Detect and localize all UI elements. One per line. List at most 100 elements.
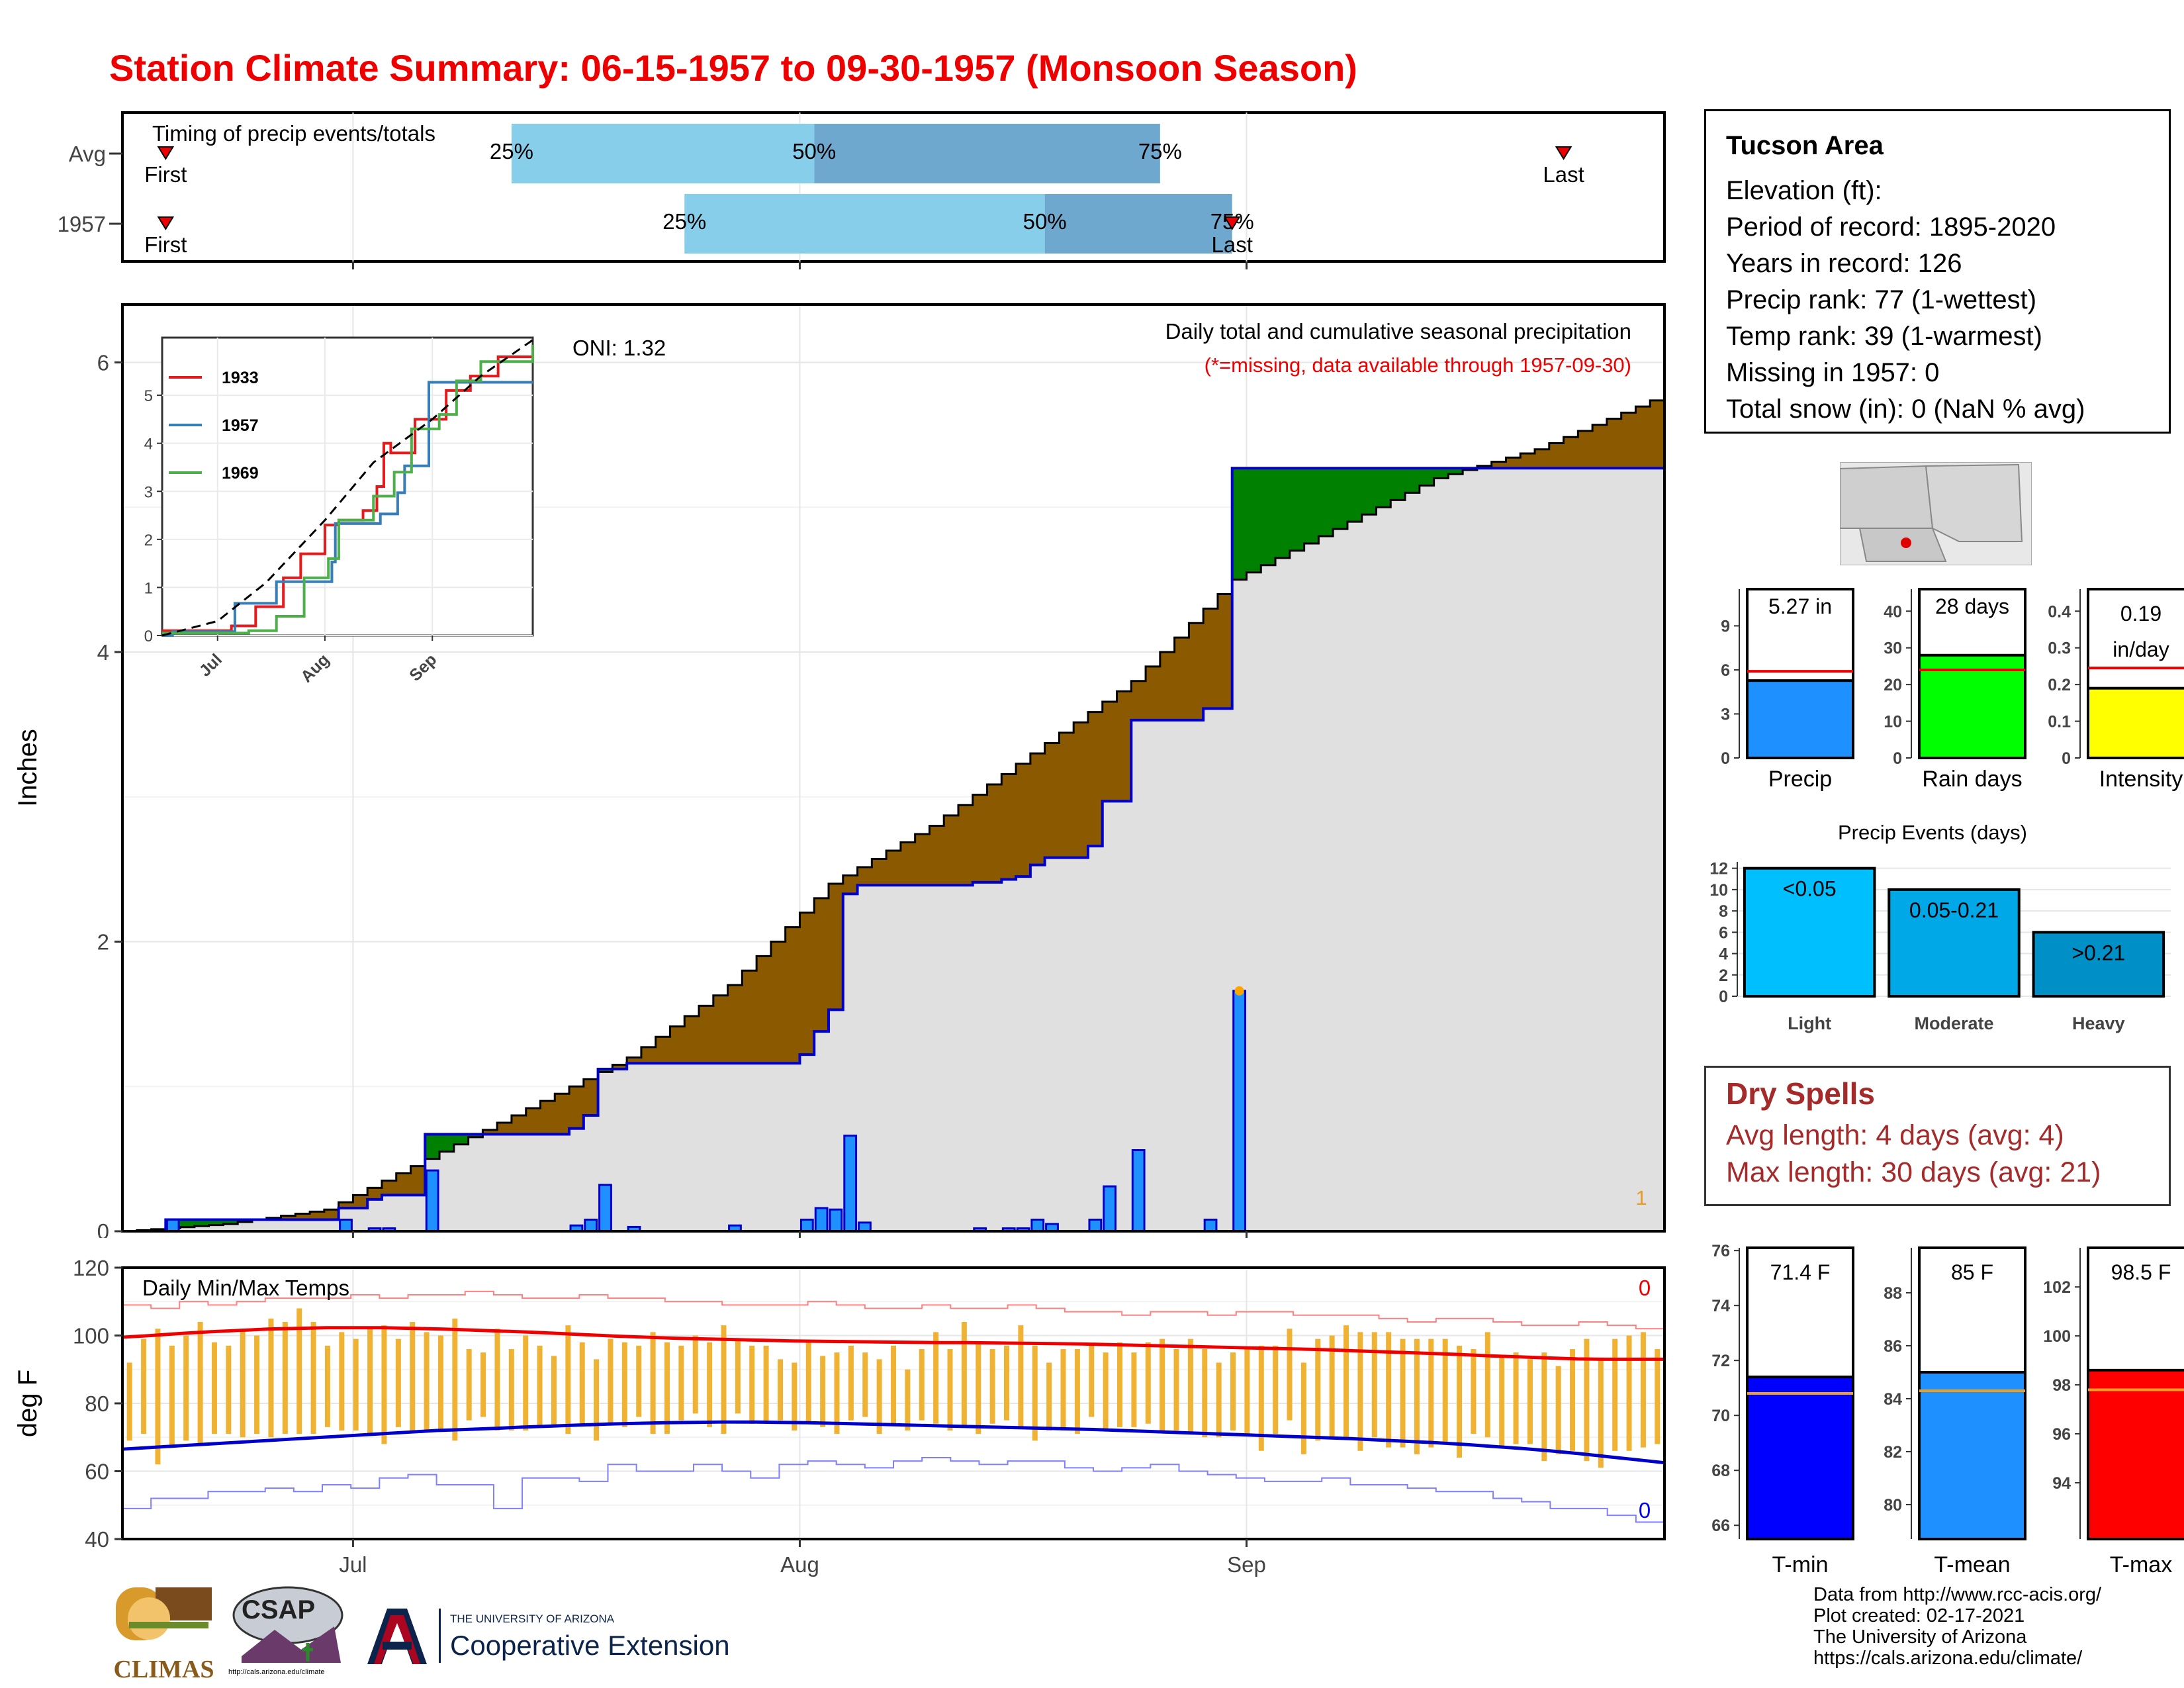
station-location-marker — [1901, 538, 1911, 548]
summary-y-tick-label: 0.2 — [2048, 676, 2071, 694]
daily-precip-bar — [829, 1208, 843, 1233]
deficit-area — [1635, 406, 1651, 469]
daily-temp-range-bar — [353, 1338, 359, 1430]
daily-temp-range-bar — [197, 1322, 203, 1444]
temp-x-tick-label: Jul — [339, 1552, 367, 1577]
daily-temp-range-bar — [1584, 1338, 1590, 1462]
timing-last-label: Last — [1543, 162, 1584, 187]
daily-temp-range-bar — [1117, 1342, 1123, 1427]
temp-summary-y-tick-label: 94 — [2052, 1474, 2071, 1493]
deficit-area — [1102, 702, 1118, 802]
daily-temp-range-bar — [692, 1335, 698, 1414]
timing-label: Timing of precip events/totals — [152, 121, 435, 146]
timing-q50-q75-bar — [814, 124, 1160, 183]
deficit-area — [1146, 666, 1161, 720]
events-y-tick-label: 8 — [1719, 902, 1728, 921]
climas-logo-graphic — [116, 1587, 212, 1640]
inset-y-tick-label: 5 — [144, 387, 153, 405]
inset-legend-label: 1969 — [222, 464, 259, 483]
daily-temp-range-bar — [848, 1345, 854, 1421]
deficit-area — [1174, 637, 1189, 720]
credit-line: Data from http://www.rcc-acis.org/ — [1813, 1584, 2102, 1605]
deficit-area — [972, 794, 988, 882]
inset-y-tick-label: 1 — [144, 579, 153, 597]
summary-value-label: 0.19 — [2120, 602, 2161, 626]
surplus-area — [1390, 468, 1406, 500]
temp-y-tick-label: 40 — [85, 1527, 109, 1552]
daily-temp-range-bar — [1386, 1332, 1392, 1448]
temp-x-tick-label: Aug — [780, 1552, 819, 1577]
deficit-area — [1650, 400, 1665, 469]
deficit-area — [281, 1215, 296, 1220]
events-category-label: Light — [1788, 1013, 1831, 1033]
daily-temp-range-bar — [1527, 1359, 1533, 1444]
station-line: Period of record: 1895-2020 — [1726, 212, 2056, 242]
deficit-area — [655, 1037, 670, 1064]
temp-summary-bar — [1918, 1371, 2026, 1540]
surplus-area — [194, 1219, 210, 1227]
inset-series-1957 — [162, 381, 533, 637]
daily-precip-bar — [1088, 1219, 1103, 1233]
timing-q50-label: 50% — [1023, 209, 1067, 234]
daily-temp-range-bar — [1371, 1332, 1377, 1438]
normal-max-line — [122, 1326, 1664, 1361]
daily-temp-range-bar — [749, 1345, 755, 1424]
daily-temp-range-bar — [1145, 1342, 1151, 1424]
summary-y-tick-label: 0 — [2062, 749, 2071, 768]
deficit-area — [555, 1094, 570, 1135]
record-min-count: 0 — [1639, 1498, 1651, 1523]
daily-temp-range-bar — [452, 1318, 458, 1441]
deficit-area — [540, 1101, 555, 1135]
summary-y-tick-label: 10 — [1884, 713, 1902, 731]
deficit-area — [742, 970, 757, 1064]
daily-temp-range-bar — [1541, 1352, 1547, 1462]
summary-y-tick-label: 40 — [1884, 602, 1902, 621]
daily-temp-range-bar — [1612, 1338, 1618, 1451]
summary-bar-label: Precip — [1768, 767, 1832, 792]
summary-bar — [2087, 686, 2184, 760]
station-line: Elevation (ft): — [1726, 176, 1882, 205]
daily-temp-range-bar — [1513, 1352, 1519, 1444]
daily-temp-range-bar — [1273, 1345, 1279, 1434]
average-cumulative-line — [122, 399, 1664, 1233]
inset-y-tick-label: 4 — [144, 436, 153, 453]
daily-precip-bar — [1131, 1149, 1146, 1233]
csap-logo-graphic — [232, 1586, 343, 1663]
daily-temp-range-bar — [296, 1308, 302, 1434]
surplus-area — [425, 1134, 440, 1159]
daily-temp-range-bar — [1414, 1338, 1420, 1454]
daily-temp-range-bar — [1471, 1349, 1477, 1434]
temp-summary-y-tick-label: 68 — [1711, 1462, 1730, 1480]
credits: Data from http://www.rcc-acis.org/ Plot … — [1813, 1584, 2101, 1669]
temp-summary-y-tick-label: 96 — [2052, 1425, 2071, 1444]
oni-label: ONI: 1.32 — [572, 336, 666, 360]
daily-temp-range-bar — [1484, 1332, 1490, 1438]
inset-average-line — [161, 339, 533, 637]
ua-cooperative-extension-logo: THE UNIVERSITY OF ARIZONA Cooperative Ex… — [361, 1603, 751, 1669]
surplus-area — [1419, 468, 1435, 486]
daily-temp-range-bar — [636, 1345, 642, 1417]
deficit-area — [699, 1006, 714, 1064]
daily-temp-range-bar — [735, 1338, 741, 1414]
timing-q25-label: 25% — [662, 209, 706, 234]
deficit-area — [1549, 443, 1565, 469]
daily-temp-range-bar — [989, 1349, 995, 1424]
deficit-area — [1506, 457, 1521, 469]
daily-temp-range-bar — [579, 1342, 585, 1424]
climas-wordmark: CLIMAS — [113, 1656, 214, 1683]
deficit-area — [1491, 461, 1506, 469]
station-line: Missing in 1957: 0 — [1726, 358, 1940, 387]
deficit-area — [900, 842, 916, 886]
csap-wordmark: CSAP — [242, 1595, 316, 1624]
daily-temp-range-bar — [523, 1335, 529, 1430]
events-category-label: Moderate — [1914, 1013, 1993, 1033]
dry-spells-avg: Avg length: 4 days (avg: 4) — [1726, 1119, 2064, 1151]
dry-spells-title: Dry Spells — [1726, 1076, 1875, 1111]
summary-bar-label: Intensity — [2099, 767, 2183, 792]
daily-temp-range-bar — [1089, 1345, 1095, 1417]
temp-summary-y-tick-label: 84 — [1884, 1390, 1902, 1409]
deficit-area — [670, 1026, 685, 1064]
deficit-area — [1189, 623, 1204, 720]
timing-last-label: Last — [1212, 232, 1253, 257]
daily-temp-range-bar — [141, 1338, 147, 1434]
